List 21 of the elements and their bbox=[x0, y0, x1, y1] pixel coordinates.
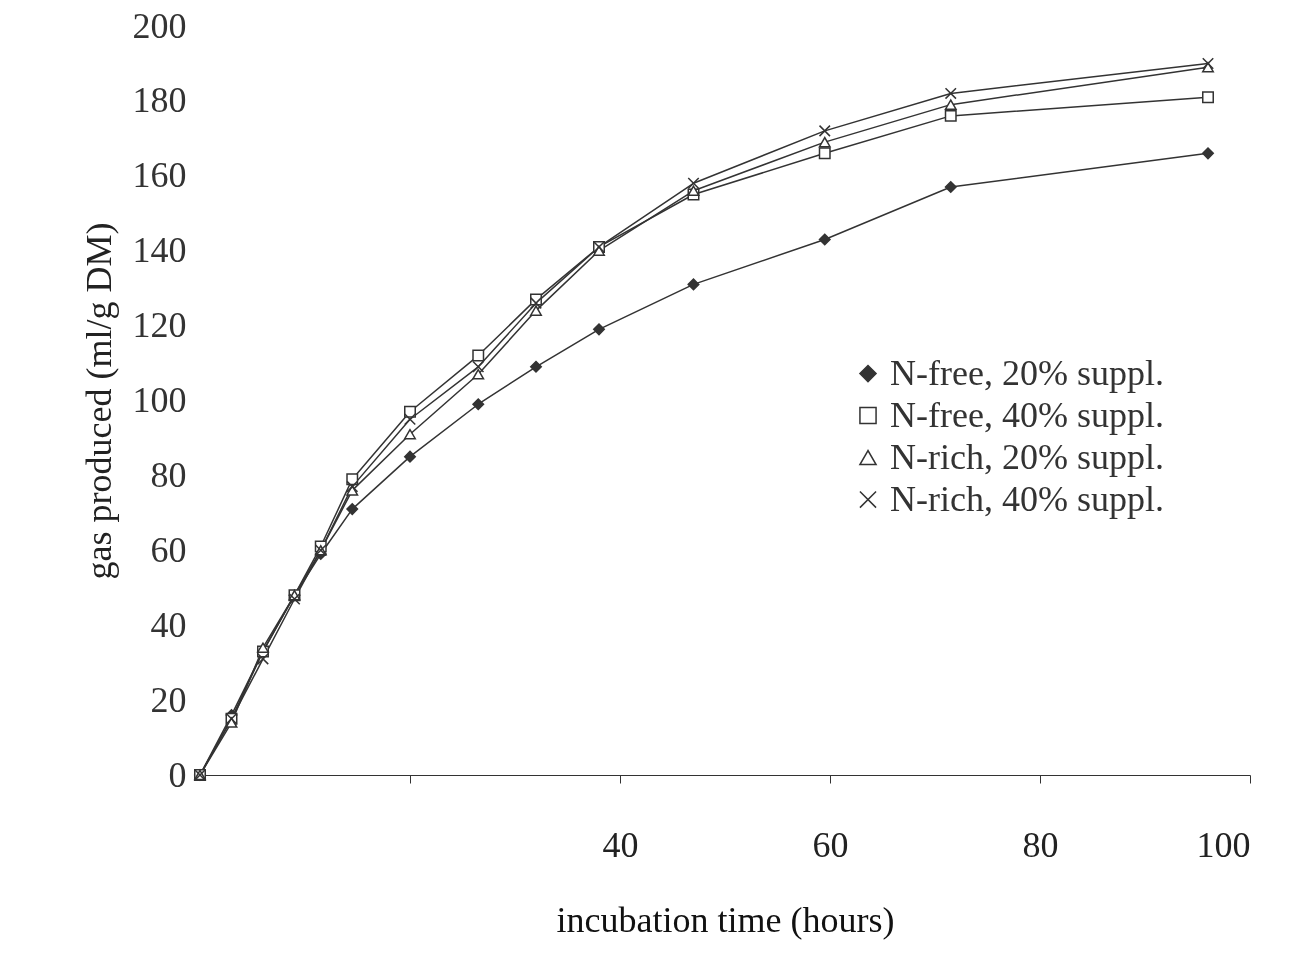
y-tick-label: 60 bbox=[150, 529, 187, 570]
y-tick-label: 100 bbox=[132, 380, 187, 420]
y-tick-label: 20 bbox=[150, 679, 187, 720]
x-tick-label: 80 bbox=[1022, 824, 1059, 865]
y-tick-label: 200 bbox=[132, 5, 187, 46]
legend-label: N-rich, 40% suppl. bbox=[890, 478, 1164, 519]
y-tick-label: 180 bbox=[132, 80, 187, 121]
y-tick-label: 0 bbox=[168, 754, 187, 795]
y-tick-label: 140 bbox=[132, 230, 187, 271]
x-tick-label: 60 bbox=[812, 824, 849, 865]
x-tick-label: 100 bbox=[1196, 824, 1251, 865]
y-tick-label: 40 bbox=[150, 604, 187, 645]
legend-label: N-rich, 20% suppl. bbox=[890, 436, 1164, 477]
y-tick-label: 120 bbox=[132, 305, 187, 346]
legend-label: N-free, 20% suppl. bbox=[890, 352, 1164, 393]
y-tick-label: 160 bbox=[132, 155, 187, 196]
y-tick-label: 80 bbox=[150, 454, 187, 495]
y-axis-title: gas produced (ml/g DM) bbox=[78, 222, 119, 580]
x-tick-label: 40 bbox=[602, 824, 639, 865]
legend-label: N-free, 40% suppl. bbox=[890, 394, 1164, 435]
x-axis-title: incubation time (hours) bbox=[556, 899, 895, 940]
